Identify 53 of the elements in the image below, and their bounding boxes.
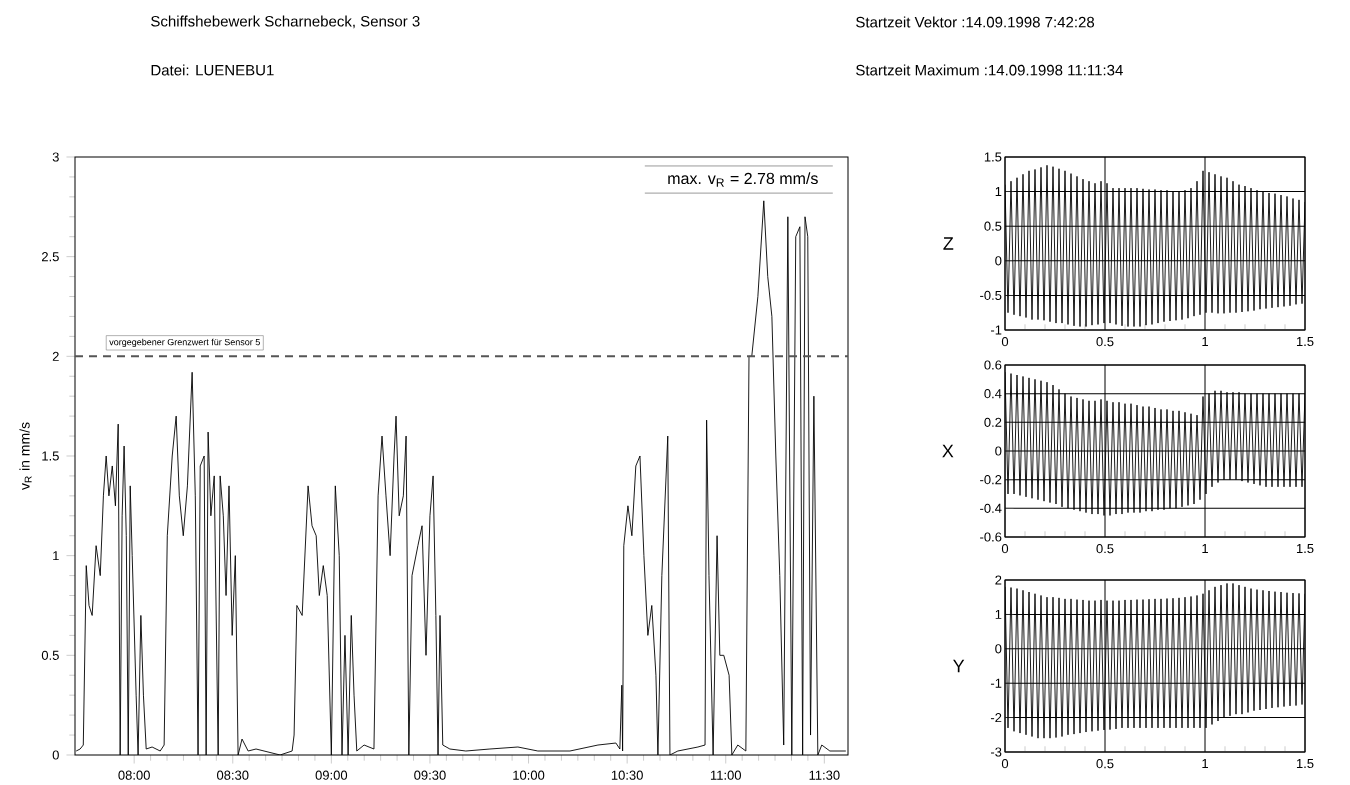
y-tick-label: 2 [995,575,1002,585]
y-tick-label: -1 [990,325,1002,335]
y-tick-label: -1 [990,678,1002,688]
y-tick-label: 3 [52,152,59,162]
y-tick-label: -0.4 [980,503,1002,513]
x-tick-label: 11:00 [710,770,742,780]
y-tick-label: 1 [995,187,1002,197]
y-tick-label: 0.2 [984,417,1002,427]
y-tick-label: 1 [995,609,1002,619]
y-tick-label: -3 [990,747,1002,757]
x-tick-label: 11:30 [809,770,840,780]
y-tick-label: 0.6 [984,360,1002,370]
y-axis-title: Y [953,659,965,673]
x-tick-label: 10:30 [611,770,643,780]
x-tick-label: 09:30 [414,770,446,780]
x-tick-label: 10:00 [513,770,545,780]
x-tick-label: 0.5 [1096,759,1114,769]
y-tick-label: -0.6 [980,532,1002,542]
x-tick-label: 1 [1202,759,1208,768]
ref-line-label: vorgegebener Grenzwert für Sensor 5 [109,338,260,348]
y-tick-label: 0 [995,446,1002,456]
y-tick-label: 0 [995,256,1002,266]
y-tick-label: 1.5 [984,152,1002,162]
x-tick-label: 1 [1202,337,1208,346]
y-tick-label: 2.5 [41,252,59,262]
y-tick-label: -0.5 [980,290,1002,300]
text: Startzeit Maximum :14.09.1998 11:11:34 [856,64,1123,76]
x-tick-label: 09:00 [315,770,348,780]
y-tick-label: 0.5 [41,650,59,660]
x-tick-label: 1.5 [1296,544,1314,554]
x-tick-label: 1 [1202,544,1208,553]
x-tick-label: 0.5 [1096,544,1114,554]
text: Startzeit Vektor :14.09.1998 7:42:28 [856,16,1095,28]
y-tick-label: -2 [990,713,1002,723]
chart-subtitle: Datei: LUENEBU1 [151,64,274,76]
y-tick-label: 0.5 [984,221,1002,231]
y-tick-label: -0.2 [980,475,1002,485]
y-axis-title: v$_{R}$ in mm/s [19,422,32,490]
x-tick-label: 0.5 [1096,337,1114,347]
x-tick-label: 08:30 [217,770,249,780]
y-tick-label: 0 [995,644,1002,654]
y-tick-label: 1.5 [42,451,59,461]
y-tick-label: 2 [52,351,59,361]
x-tick-label: 08:00 [118,770,150,780]
x-tick-label: 1.5 [1296,759,1314,769]
x-tick-label: 1.5 [1296,337,1314,347]
y-axis-title: Z [943,237,954,250]
y-tick-label: 0.4 [984,389,1002,399]
y-tick-label: 0 [52,750,59,760]
y-tick-label: 1 [53,551,59,561]
y-axis-title: X [942,444,954,458]
annotation: max. v$_{R}$ = 2.78 mm/s [668,172,818,187]
chart-title: Schiffshebewerk Scharnebeck, Sensor 3 [151,15,420,29]
